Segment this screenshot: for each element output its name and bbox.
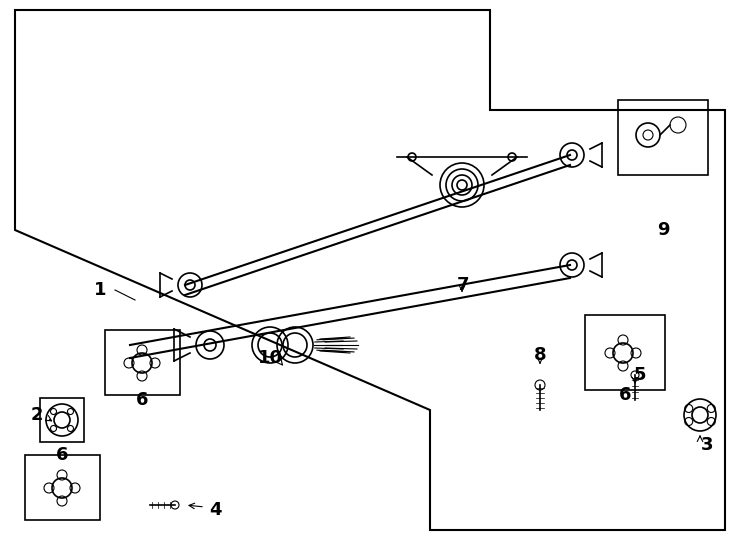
Text: 1: 1 <box>94 281 106 299</box>
Text: 9: 9 <box>657 221 669 239</box>
Text: 8: 8 <box>534 346 546 364</box>
Text: 3: 3 <box>701 436 713 454</box>
Bar <box>40 398 84 442</box>
Bar <box>105 330 180 395</box>
Text: 10: 10 <box>258 349 283 367</box>
Text: 7: 7 <box>457 276 469 294</box>
Text: 6: 6 <box>619 386 631 404</box>
Text: 6: 6 <box>56 446 68 464</box>
Text: 2: 2 <box>31 406 43 424</box>
Text: 4: 4 <box>208 501 221 519</box>
Bar <box>25 455 100 520</box>
Text: 5: 5 <box>633 366 646 384</box>
Bar <box>618 100 708 175</box>
Text: 6: 6 <box>136 391 148 409</box>
Bar <box>585 315 665 390</box>
